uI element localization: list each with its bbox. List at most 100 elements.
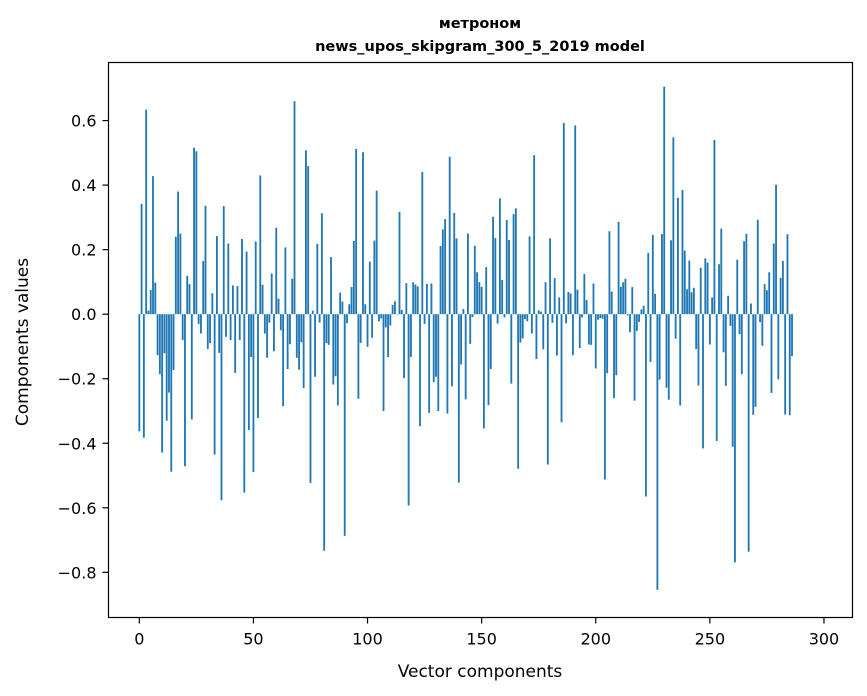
bar <box>243 314 246 493</box>
bar <box>190 314 193 420</box>
bar <box>766 290 768 315</box>
bar <box>263 314 266 334</box>
chart-title-line2: news_upos_skipgram_300_5_2019 model <box>315 39 645 55</box>
y-tick-label: 0.4 <box>71 176 96 195</box>
bar <box>419 314 421 427</box>
bar <box>279 314 282 331</box>
bar <box>610 291 613 315</box>
bar <box>629 314 631 333</box>
bar <box>188 284 191 315</box>
bar <box>439 246 442 315</box>
bar <box>145 109 148 315</box>
bar <box>305 150 307 315</box>
bar <box>152 176 154 315</box>
bar <box>323 314 326 551</box>
bar <box>341 301 344 315</box>
bar <box>375 190 378 315</box>
bar <box>430 283 433 315</box>
bar <box>697 314 700 386</box>
bar <box>359 314 362 343</box>
bar <box>195 151 198 315</box>
bar <box>574 125 577 315</box>
bar <box>311 310 314 315</box>
bar <box>713 139 716 315</box>
bar <box>286 314 289 370</box>
bar <box>291 278 294 315</box>
bar <box>293 101 296 315</box>
bar <box>172 314 175 371</box>
bar <box>690 292 693 315</box>
bar <box>544 282 547 315</box>
bar <box>638 314 641 322</box>
bar <box>316 243 319 315</box>
bar <box>289 314 291 345</box>
bar <box>252 314 255 472</box>
y-tick-label: 0.0 <box>71 305 96 324</box>
bar <box>320 213 323 315</box>
y-axis-label: Components values <box>13 258 33 426</box>
bar <box>683 250 686 315</box>
bar <box>357 314 360 399</box>
bar <box>587 314 590 345</box>
bar <box>706 262 709 315</box>
bar <box>533 155 536 315</box>
bar <box>542 314 545 350</box>
bar <box>581 314 583 318</box>
bar <box>398 211 401 315</box>
bar <box>142 314 145 438</box>
bar <box>161 314 164 453</box>
bar <box>154 282 157 315</box>
bar <box>158 314 161 375</box>
bar <box>346 314 348 324</box>
bar <box>416 286 419 315</box>
bar <box>261 284 264 315</box>
bar <box>540 311 542 315</box>
bar <box>368 261 371 315</box>
bar <box>788 314 791 416</box>
bar <box>708 314 711 345</box>
bar <box>284 247 287 315</box>
bar <box>245 251 248 315</box>
bar <box>330 257 332 315</box>
bar <box>498 198 501 315</box>
bar <box>640 309 643 315</box>
bar <box>734 314 736 563</box>
bar <box>222 206 225 315</box>
bar <box>658 314 661 380</box>
bar <box>524 314 526 320</box>
bar <box>362 152 364 315</box>
bar <box>601 314 604 319</box>
bar <box>562 122 565 315</box>
bar <box>594 314 597 369</box>
y-axis-ticks: −0.8 −0.6 −0.4 −0.2 0.0 0.2 0.4 0.6 <box>58 112 109 582</box>
bar <box>651 234 654 315</box>
bar <box>649 314 652 362</box>
bar <box>779 277 782 315</box>
bar <box>295 314 298 358</box>
bar <box>736 259 739 315</box>
bar <box>537 310 540 315</box>
bar <box>759 314 761 323</box>
bar <box>772 243 775 315</box>
bar <box>314 314 316 377</box>
bar <box>218 314 221 353</box>
bar <box>549 238 552 315</box>
x-tick-label: 200 <box>580 630 611 649</box>
bar <box>597 314 599 320</box>
bar <box>257 314 259 419</box>
bar <box>325 314 328 344</box>
bar <box>471 314 474 318</box>
bar <box>528 236 531 315</box>
bar <box>715 314 718 441</box>
bar <box>633 314 636 401</box>
bar <box>738 314 741 335</box>
bar <box>225 314 227 337</box>
bar <box>635 314 638 331</box>
bar <box>266 314 269 358</box>
bar <box>460 314 463 365</box>
bar <box>451 314 453 387</box>
bar <box>483 314 485 429</box>
bar <box>384 314 387 328</box>
bar <box>231 285 234 315</box>
bar <box>277 298 280 315</box>
